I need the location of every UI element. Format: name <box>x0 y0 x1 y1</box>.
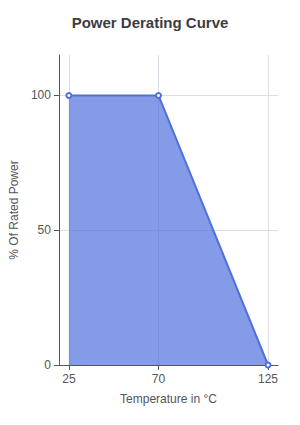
svg-text:25: 25 <box>62 372 76 386</box>
svg-text:% Of Rated Power: % Of Rated Power <box>7 160 21 259</box>
svg-text:50: 50 <box>38 223 52 237</box>
svg-text:Temperature in °C: Temperature in °C <box>120 392 217 406</box>
svg-text:125: 125 <box>258 372 278 386</box>
svg-text:0: 0 <box>44 358 51 372</box>
svg-text:Power Derating Curve: Power Derating Curve <box>72 14 229 31</box>
svg-text:100: 100 <box>31 88 51 102</box>
svg-text:70: 70 <box>152 372 166 386</box>
